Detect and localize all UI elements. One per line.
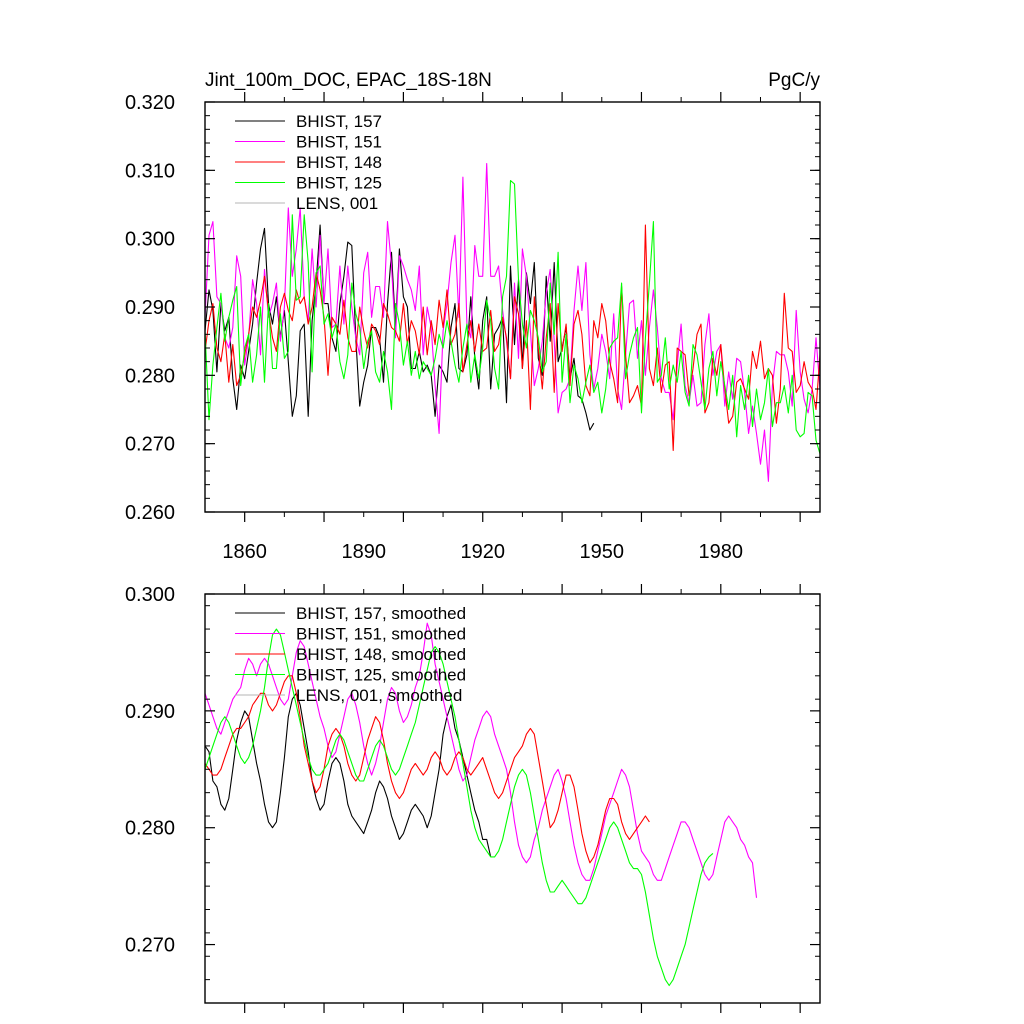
series-line-bhist-151-smoothed [205,622,758,898]
legend-label: BHIST, 151 [296,133,382,152]
y-tick-label: 0.310 [125,160,175,182]
legend-label: BHIST, 148 [296,153,382,172]
plot-panel-1: 0.260 0.270 0.280 0.290 0.300 0.310 0.320 1860 1… [125,70,821,563]
legend-label: LENS, 001 [296,194,378,213]
y-tick-label: 0.280 [125,365,175,387]
x-tick-label: 1860 [222,541,267,563]
y-tick-label: 0.260 [125,502,175,524]
legend-label: BHIST, 151, smoothed [296,625,466,644]
series-group [205,622,758,987]
y-tick-label: 0.320 [125,92,175,114]
x-tick-label: 1890 [341,541,386,563]
x-tick-label: 1920 [460,541,505,563]
legend-label: BHIST, 157 [296,112,382,131]
plot-panel-2: 0.270 0.280 0.290 0.300 BHIST, 157, smoothed… [125,584,821,1013]
chart-units: PgC/y [768,70,820,91]
y-tick-label: 0.290 [125,701,175,723]
series-group [205,162,820,482]
y-tick-label: 0.290 [125,297,175,319]
y-tick-label: 0.270 [125,935,175,957]
x-tick-label: 1950 [580,541,625,563]
series-line-bhist-148-smoothed [205,675,650,864]
x-tick-label: 1980 [699,541,744,563]
legend: BHIST, 157, smoothed BHIST, 151, smoothed… [235,604,466,705]
y-tick-label: 0.300 [125,584,175,606]
legend-label: BHIST, 157, smoothed [296,604,466,623]
y-tick-label: 0.300 [125,229,175,251]
chart-title: Jint_100m_DOC, EPAC_18S-18N [205,70,492,91]
series-line-bhist-157 [205,224,595,431]
y-tick-label: 0.280 [125,818,175,840]
legend-label: BHIST, 148, smoothed [296,645,466,664]
legend-label: LENS, 001, smoothed [296,686,462,705]
legend-label: BHIST, 125, smoothed [296,666,466,685]
series-line-bhist-151 [205,162,820,482]
series-line-bhist-125 [205,180,820,455]
y-tick-label: 0.270 [125,434,175,456]
series-line-bhist-125-smoothed [205,628,714,987]
plot-frame [204,593,821,1004]
series-line-bhist-148 [205,224,820,452]
series-line-bhist-157-smoothed [205,692,492,858]
legend-label: BHIST, 125 [296,174,382,193]
